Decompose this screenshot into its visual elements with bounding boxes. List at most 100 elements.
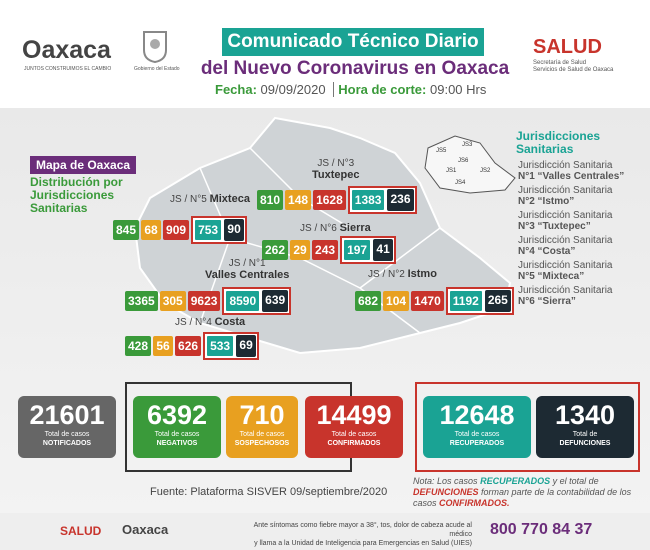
time-label: Hora de corte:: [338, 82, 427, 97]
value-box: 1192: [448, 290, 483, 312]
logo-tagline: JUNTOS CONSTRUIMOS EL CAMBIO: [24, 66, 112, 72]
note-text: Los casos: [437, 476, 478, 486]
legend-item: Jurisdicción Sanitaria N°4 “Costa”: [518, 235, 643, 257]
legend-item: Jurisdicción Sanitaria N°1 “Valles Centra…: [518, 160, 643, 182]
salud-line2: Servicios de Salud de Oaxaca: [533, 67, 614, 73]
value-box: 428: [125, 336, 152, 356]
value-box: 69: [236, 335, 257, 357]
legend-name: N°5 “Mixteca”: [518, 271, 585, 282]
region-name: Sierra: [339, 222, 371, 234]
value-box: 243: [312, 240, 339, 260]
note-highlight: CONFIRMADOS.: [439, 498, 510, 508]
total-card: 14499 Total de casos CONFIRMADOS: [305, 396, 403, 458]
footer-line: y llama a la Unidad de Inteligencia para…: [254, 540, 472, 547]
value-box: 305: [159, 291, 186, 311]
region-label: JS / N°5 Mixteca: [170, 193, 250, 205]
value-box: 104: [383, 291, 410, 311]
value-box: 753: [194, 219, 223, 241]
value-box: 9623: [187, 291, 221, 311]
region-name: Mixteca: [209, 193, 250, 205]
total-label: Total de casos: [331, 431, 377, 438]
legend-line: Jurisdicción Sanitaria: [518, 210, 613, 221]
date: 09/09/2020: [260, 82, 326, 97]
total-value: 710: [239, 400, 285, 430]
legend-title: Jurisdicciones Sanitarias: [516, 129, 601, 156]
total-card: 1340 Total de DEFUNCIONES: [536, 396, 634, 458]
value-box: 1470: [411, 291, 444, 311]
region-values: 682 104 1470 1192 265: [355, 287, 514, 315]
coat-of-arms: [143, 31, 167, 64]
inset-label: JS1: [446, 168, 457, 174]
region-name: Costa: [214, 316, 246, 328]
inset-label: JS6: [458, 158, 469, 164]
legend-line: Jurisdicción Sanitaria: [518, 235, 613, 246]
value-box: 68: [141, 220, 162, 240]
logo: Oaxaca: [22, 36, 111, 64]
total-label: Total de: [572, 431, 598, 438]
total-value: 14499: [316, 400, 392, 430]
region-label: JS / N°1 Valles Centrales: [205, 258, 289, 281]
total-label: Total de casos: [154, 431, 200, 438]
value-box: 3365: [125, 291, 158, 311]
legend-name: N°4 “Costa”: [518, 246, 576, 257]
value-box: 41: [373, 239, 394, 261]
salud-line1: Secretaría de Salud: [533, 60, 587, 66]
value-box: 90: [224, 219, 245, 241]
note-text: y el total de: [552, 476, 599, 486]
total-kind: DEFUNCIONES: [559, 440, 611, 447]
value-pair: 8590 639: [222, 287, 292, 315]
region-name: Istmo: [407, 268, 437, 280]
total-kind: CONFIRMADOS: [327, 440, 381, 447]
value-box: 56: [153, 336, 174, 356]
total-kind: SOSPECHOSOS: [234, 440, 290, 447]
region-values: 262 29 243 197 41: [262, 236, 397, 264]
inset-label: JS2: [480, 168, 491, 174]
region-label: JS / N°3 Tuxtepec: [312, 158, 359, 181]
footer-salud: SALUD: [60, 524, 102, 538]
region-label: JS / N°2 Istmo: [368, 268, 437, 280]
map-heading: Distribución por Jurisdicciones Sanitari…: [30, 175, 123, 215]
total-label: Total de casos: [454, 431, 500, 438]
value-pair: 1383 236: [347, 186, 417, 214]
region-code: JS / N°1: [228, 258, 266, 269]
map-tag: Mapa de Oaxaca: [30, 156, 137, 174]
region-name: Tuxtepec: [312, 169, 360, 181]
total-card: 12648 Total de casos RECUPERADOS: [423, 396, 531, 458]
region-values: 810 148 1628 1383 236: [257, 186, 417, 214]
legend-line: Jurisdicción Sanitaria: [518, 260, 613, 271]
value-box: 1383: [350, 189, 386, 211]
value-pair: 1192 265: [445, 287, 514, 315]
inset-label: JS3: [462, 142, 473, 148]
value-pair: 197 41: [340, 236, 397, 264]
value-box: 8590: [225, 290, 261, 312]
subtitle: del Nuevo Coronavirus en Oaxaca: [200, 58, 510, 79]
total-kind: RECUPERADOS: [449, 440, 505, 447]
inset-label: JS5: [436, 148, 447, 154]
total-card: 710 Total de casos SOSPECHOSOS: [226, 396, 298, 458]
region-code: JS / N°2: [368, 269, 405, 280]
region-code: JS / N°3: [317, 158, 355, 169]
phone: 800 770 84 37: [490, 521, 593, 538]
note-text: forman parte de la contabilidad de los c…: [413, 487, 632, 508]
note: Nota: Los casos RECUPERADOS y el total d…: [413, 476, 643, 509]
total-value: 6392: [146, 400, 208, 430]
value-box: 29: [290, 240, 311, 260]
legend-item: Jurisdicción Sanitaria N°6 “Sierra”: [518, 285, 643, 307]
region-code: JS / N°5: [170, 194, 207, 205]
region-code: JS / N°4: [175, 317, 212, 328]
region-label: JS / N°6 Sierra: [300, 222, 371, 234]
frame-red: [415, 382, 640, 472]
value-box: 265: [484, 290, 511, 312]
value-box: 626: [175, 336, 202, 356]
inset-label: JS4: [455, 180, 466, 186]
value-box: 262: [262, 240, 289, 260]
total-label: Total de casos: [239, 431, 285, 438]
value-box: 909: [163, 220, 190, 240]
total-kind: NEGATIVOS: [156, 440, 198, 447]
value-box: 148: [285, 190, 312, 210]
region-values: 845 68 909 753 90: [113, 216, 248, 244]
date-line: Fecha: 09/09/2020 Hora de corte: 09:00 H…: [215, 82, 486, 97]
value-box: 197: [343, 239, 372, 261]
legend-name: N°2 “Istmo”: [518, 196, 575, 207]
value-box: 639: [262, 290, 289, 312]
